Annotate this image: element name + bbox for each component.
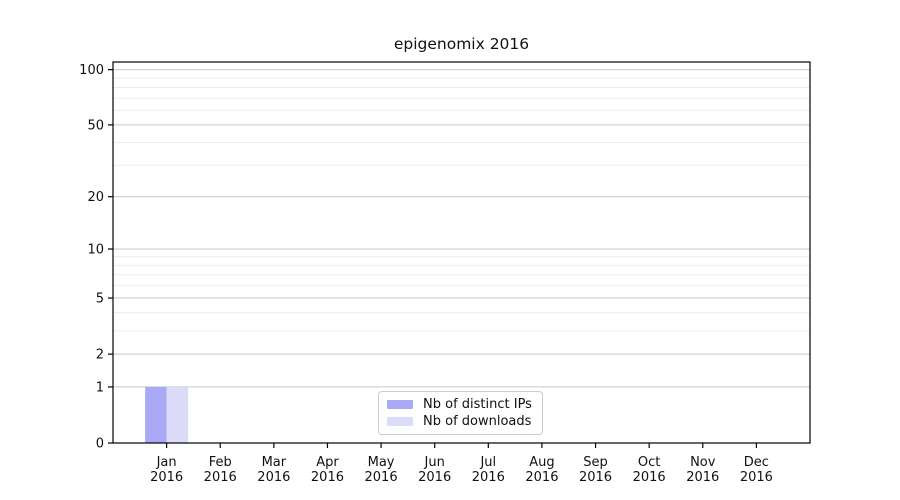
x-tick-label-year: 2016 bbox=[150, 470, 183, 485]
y-tick-label: 20 bbox=[87, 190, 104, 205]
x-tick-label-year: 2016 bbox=[579, 470, 612, 485]
x-tick-label-month: Oct bbox=[638, 455, 660, 470]
legend-label: Nb of distinct IPs bbox=[423, 397, 532, 412]
x-tick-label-year: 2016 bbox=[686, 470, 719, 485]
legend-swatch bbox=[387, 400, 413, 409]
x-tick-label-month: Sep bbox=[583, 455, 608, 470]
legend: Nb of distinct IPs Nb of downloads bbox=[378, 391, 543, 435]
y-tick-label: 5 bbox=[96, 292, 104, 307]
y-tick-label: 0 bbox=[96, 437, 104, 452]
y-tick-label: 1 bbox=[96, 380, 104, 395]
plot-border bbox=[112, 61, 811, 444]
x-tick-label-year: 2016 bbox=[525, 470, 558, 485]
y-tick-label: 50 bbox=[87, 118, 104, 133]
x-tick-label-month: Jul bbox=[479, 455, 496, 470]
x-tick-label-month: May bbox=[368, 455, 395, 470]
x-tick-label-month: Apr bbox=[316, 455, 339, 470]
bar-jan-series0 bbox=[145, 386, 167, 443]
chart-title: epigenomix 2016 bbox=[393, 35, 530, 53]
x-tick-label-year: 2016 bbox=[418, 470, 451, 485]
legend-swatch bbox=[387, 417, 413, 426]
x-tick-label-month: Aug bbox=[529, 455, 554, 470]
x-tick-label-year: 2016 bbox=[472, 470, 505, 485]
y-tick-label: 2 bbox=[96, 348, 104, 363]
x-tick-label-year: 2016 bbox=[311, 470, 344, 485]
x-tick-label-month: Mar bbox=[262, 455, 287, 470]
x-tick-label-year: 2016 bbox=[257, 470, 290, 485]
x-tick-label-year: 2016 bbox=[204, 470, 237, 485]
x-tick-label-month: Jan bbox=[156, 455, 177, 470]
legend-item: Nb of distinct IPs bbox=[387, 397, 532, 412]
x-tick-label-month: Nov bbox=[690, 455, 716, 470]
y-tick-label: 10 bbox=[87, 243, 104, 258]
x-tick-label-month: Dec bbox=[744, 455, 769, 470]
x-tick-label-year: 2016 bbox=[633, 470, 666, 485]
legend-label: Nb of downloads bbox=[423, 414, 532, 429]
legend-item: Nb of downloads bbox=[387, 414, 532, 429]
bar-jan-series1 bbox=[166, 386, 189, 443]
x-tick-label-year: 2016 bbox=[365, 470, 398, 485]
x-tick-label-year: 2016 bbox=[740, 470, 773, 485]
y-tick-label: 100 bbox=[79, 63, 104, 78]
x-tick-label-month: Feb bbox=[209, 455, 232, 470]
x-tick-label-month: Jun bbox=[424, 455, 445, 470]
